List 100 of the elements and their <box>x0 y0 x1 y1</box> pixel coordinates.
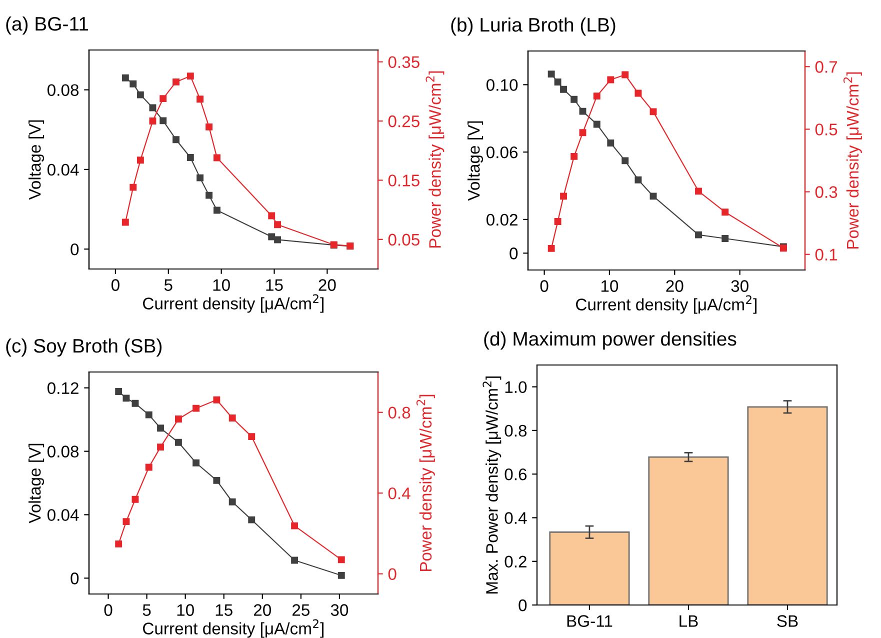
point <box>122 218 129 226</box>
point <box>132 400 139 407</box>
point <box>122 394 130 402</box>
y2-tick-label: 0.5 <box>815 124 838 136</box>
y2-axis-title: Power density [μW/cm$^{2}$] <box>843 72 862 249</box>
point <box>196 96 204 103</box>
y-tick-label: 0.08 <box>47 446 79 458</box>
y-tick-label: 0 <box>70 243 79 256</box>
point <box>213 396 220 404</box>
x-tick-label: 5 <box>164 279 172 291</box>
y-axis-title: Max. Power density [μW/cm$^{2}$] <box>482 376 502 594</box>
point <box>145 464 152 471</box>
point <box>570 96 578 103</box>
point <box>130 184 137 191</box>
bar <box>549 531 630 605</box>
point <box>122 74 129 82</box>
y-tick-label: 0.2 <box>504 556 526 568</box>
point <box>268 233 276 240</box>
point <box>291 522 298 530</box>
point <box>172 78 180 86</box>
y-tick-label: 0 <box>70 572 79 584</box>
y-tick-label: 0 <box>510 248 518 260</box>
bar <box>648 456 729 605</box>
y2-tick-label: 0.1 <box>815 248 838 261</box>
point <box>634 176 642 184</box>
point <box>650 192 657 200</box>
x-tick-label: 15 <box>266 279 283 291</box>
point <box>206 123 213 130</box>
point <box>560 86 567 93</box>
point <box>291 556 298 564</box>
y-tick-label: 0.08 <box>47 84 79 96</box>
x-tick-label: 10 <box>213 279 230 291</box>
point <box>593 120 600 128</box>
point <box>175 438 182 446</box>
point <box>192 404 200 412</box>
x-tick-label: 15 <box>216 604 232 616</box>
chart-title: (d) Maximum power densities <box>484 331 736 350</box>
point <box>206 192 213 199</box>
point <box>172 136 180 144</box>
x-axis-title: Current density [μA/cm$^{2}$] <box>143 294 324 313</box>
point <box>607 76 614 84</box>
x-axis-title: Current density [μA/cm$^{2}$] <box>576 295 756 314</box>
y-tick-label: 0.06 <box>486 146 518 158</box>
point <box>157 444 164 451</box>
point <box>634 90 642 97</box>
y-tick-label: 0.10 <box>486 79 518 91</box>
point <box>607 140 614 146</box>
chart-title: (c) Soy Broth (SB) <box>6 338 162 357</box>
point <box>136 156 144 164</box>
x-tick-label: 20 <box>318 279 336 291</box>
y2-tick-label: 0.7 <box>815 61 838 73</box>
point <box>548 70 555 78</box>
x-tick-label: 20 <box>666 280 684 292</box>
x-tick-label: 0 <box>540 280 548 292</box>
point <box>548 244 555 252</box>
y2-tick-label: 0.35 <box>388 56 420 68</box>
point <box>554 218 562 225</box>
point <box>622 157 629 164</box>
point <box>560 192 567 200</box>
point <box>248 516 256 524</box>
y2-axis-title: Power density [μW/cm$^{2}$] <box>426 71 444 248</box>
point <box>196 174 204 182</box>
x-tick-label: 30 <box>330 604 348 616</box>
y-tick-label: 0.04 <box>47 509 79 521</box>
x-tick-label: 5 <box>142 604 151 616</box>
point <box>186 72 194 80</box>
y2-tick-label: 0.4 <box>388 487 410 500</box>
point <box>149 104 156 112</box>
y-axis-title: Voltage [V] <box>468 121 484 201</box>
point <box>228 498 236 506</box>
y2-axis-title: Power density [μW/cm$^{2}$] <box>416 394 435 572</box>
y-tick-label: 0.12 <box>47 382 78 394</box>
chart-title: (b) Luria Broth (LB) <box>451 17 616 36</box>
y-tick-label: 0.4 <box>504 512 527 524</box>
point <box>722 208 729 216</box>
bar <box>747 406 828 605</box>
point <box>115 540 122 548</box>
point <box>175 416 182 422</box>
point <box>722 235 729 242</box>
point <box>338 572 345 579</box>
point <box>248 433 256 440</box>
point <box>570 152 578 160</box>
y-tick-label: 0.04 <box>47 164 79 176</box>
y-tick-label: 0.6 <box>504 468 527 480</box>
y-axis-title: Voltage [V] <box>28 444 44 524</box>
x-tick-label: LB <box>680 615 698 627</box>
point <box>214 206 220 214</box>
point <box>136 91 144 98</box>
point <box>130 80 137 88</box>
point <box>192 459 200 466</box>
y2-tick-label: 0 <box>388 568 396 580</box>
point <box>274 221 282 228</box>
y-axis-title: Voltage [V] <box>28 120 44 200</box>
y2-tick-label: 0.25 <box>388 115 420 128</box>
point <box>695 188 702 195</box>
point <box>132 496 139 503</box>
point <box>213 476 220 484</box>
point <box>186 154 194 161</box>
y-tick-label: 0.02 <box>486 214 518 226</box>
point <box>268 212 276 220</box>
